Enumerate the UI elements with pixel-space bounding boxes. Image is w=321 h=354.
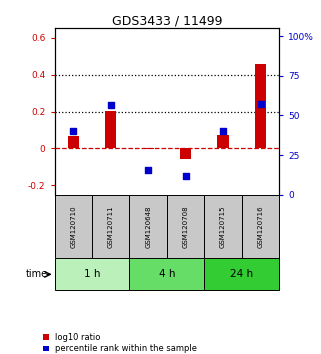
Text: GSM120711: GSM120711 xyxy=(108,205,114,248)
Text: GSM120708: GSM120708 xyxy=(183,205,189,248)
Text: 4 h: 4 h xyxy=(159,269,175,279)
Point xyxy=(146,167,151,173)
Bar xyxy=(204,195,242,258)
Bar xyxy=(204,258,279,290)
Bar xyxy=(68,137,79,148)
Text: GSM120715: GSM120715 xyxy=(220,205,226,248)
Point xyxy=(221,129,226,134)
Bar xyxy=(55,258,129,290)
Bar xyxy=(55,195,92,258)
Point xyxy=(258,101,263,107)
Text: time: time xyxy=(26,269,48,279)
Text: GSM120648: GSM120648 xyxy=(145,205,151,248)
Bar xyxy=(129,195,167,258)
Bar xyxy=(255,64,266,148)
Text: 1 h: 1 h xyxy=(84,269,100,279)
Bar xyxy=(143,148,154,149)
Text: 24 h: 24 h xyxy=(230,269,253,279)
Bar xyxy=(217,135,229,148)
Bar xyxy=(180,148,191,159)
Point xyxy=(183,173,188,178)
Bar xyxy=(167,195,204,258)
Text: GSM120716: GSM120716 xyxy=(257,205,264,248)
Text: GSM120710: GSM120710 xyxy=(70,205,76,248)
Bar xyxy=(92,195,129,258)
Point xyxy=(108,102,113,108)
Title: GDS3433 / 11499: GDS3433 / 11499 xyxy=(112,14,222,27)
Point xyxy=(71,129,76,134)
Legend: log10 ratio, percentile rank within the sample: log10 ratio, percentile rank within the … xyxy=(43,333,197,353)
Bar xyxy=(129,258,204,290)
Bar xyxy=(242,195,279,258)
Bar xyxy=(105,110,116,148)
